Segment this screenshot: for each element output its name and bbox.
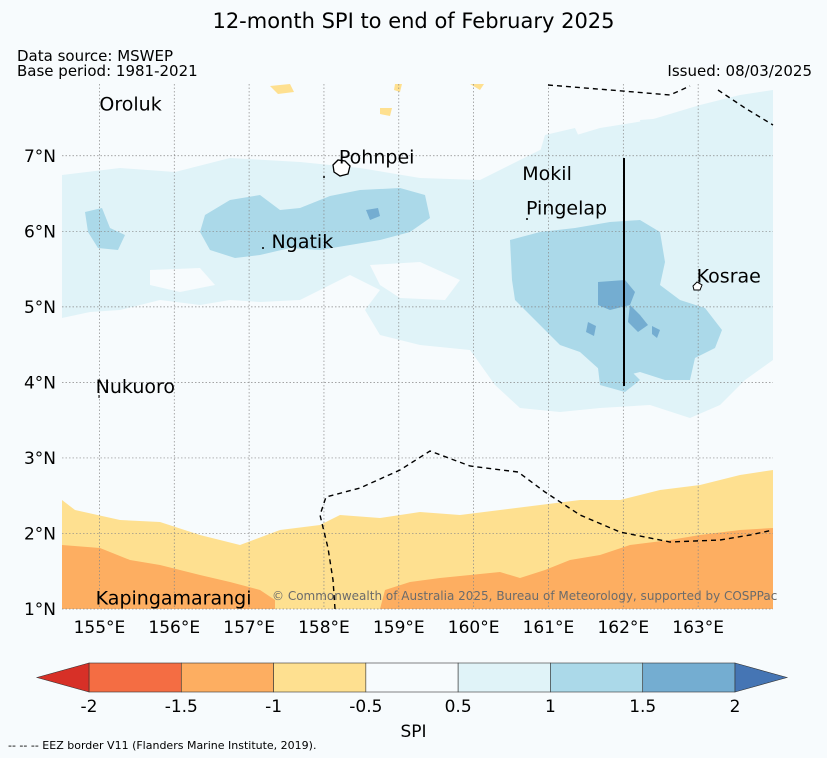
colorbar-tick-label: 0.5: [445, 697, 472, 717]
spi-drier-region: [380, 528, 773, 609]
colorbar-swatch: [642, 662, 736, 693]
issued-date: Issued: 08/03/2025: [667, 62, 812, 80]
spi-wetter-region: [598, 365, 640, 392]
spi-wetter-region: [85, 208, 125, 250]
place-label: Ngatik: [272, 231, 334, 253]
x-tick-label: 159°E: [373, 618, 425, 638]
colorbar-swatch: [365, 662, 459, 693]
place-label: Pohnpei: [339, 146, 415, 168]
eez-border-north: [547, 84, 691, 96]
data-source: Data source: MSWEP: [17, 47, 174, 65]
x-tick-label: 156°E: [148, 618, 200, 638]
colorbar-swatch: [88, 662, 182, 693]
x-tick-label: 163°E: [672, 618, 724, 638]
y-tick-label: 6°N: [24, 222, 56, 242]
spi-field: [62, 84, 773, 609]
x-tick-label: 155°E: [74, 618, 126, 638]
place-label: Oroluk: [99, 93, 161, 115]
colorbar-low-extension: [35, 662, 90, 693]
pohnpei-island-outline: [332, 159, 351, 177]
colorbar-tick-label: -1: [265, 697, 282, 717]
spi-wetter-region: [200, 188, 430, 258]
spi-very-wet-region: [598, 280, 635, 310]
spi-near-normal-patch: [150, 268, 215, 292]
x-tick-labels: 155°E 156°E 157°E 158°E 159°E 160°E 161°E 162°E…: [74, 618, 724, 638]
spi-dry-patch: [380, 108, 392, 116]
colorbar-tick-label: 2: [730, 697, 741, 717]
spi-near-normal-patch: [370, 262, 460, 300]
eez-border-northeast: [717, 89, 774, 126]
colorbar-tick-label: -1.5: [165, 697, 198, 717]
colorbar-swatch: [180, 662, 274, 693]
y-tick-labels: 7°N 6°N 5°N 4°N 3°N 2°N 1°N: [24, 147, 56, 620]
x-tick-label: 157°E: [223, 618, 275, 638]
place-label: Kapingamarangi: [96, 587, 252, 609]
graticule: [62, 84, 773, 610]
spi-dry-patch: [270, 84, 294, 94]
place-label: Mokil: [522, 163, 572, 185]
kosrae-island-outline: [692, 281, 703, 291]
colorbar-tick-label: 1.5: [629, 697, 656, 717]
spi-wet-patch: [640, 118, 668, 142]
island-marker: [323, 176, 325, 178]
colorbar-swatch: [457, 662, 551, 693]
y-tick-label: 3°N: [24, 449, 56, 469]
map-title: 12-month SPI to end of February 2025: [212, 9, 615, 33]
y-tick-label: 1°N: [24, 600, 56, 620]
y-tick-label: 4°N: [24, 373, 56, 393]
island-marker: [526, 218, 528, 220]
place-label: Nukuoro: [96, 376, 175, 398]
x-tick-label: 162°E: [597, 618, 649, 638]
place-labels: Oroluk Pohnpei Mokil Pingelap Ngatik Kosrae Nu…: [96, 93, 761, 609]
colorbar-swatch: [550, 662, 644, 693]
spi-very-wet-region: [366, 208, 380, 220]
place-label: Kosrae: [697, 266, 761, 288]
spi-dry-patch: [394, 84, 402, 92]
colorbar-high-extension: [734, 662, 789, 693]
y-tick-label: 5°N: [24, 298, 56, 318]
colorbar-label: SPI: [400, 722, 427, 742]
y-tick-label: 2°N: [24, 524, 56, 544]
eez-borders: [319, 84, 774, 610]
colorbar-tick-label: -2: [81, 697, 98, 717]
spi-very-wet-region: [586, 322, 596, 336]
place-label: Pingelap: [526, 198, 607, 220]
base-period: Base period: 1981-2021: [17, 62, 198, 80]
y-tick-label: 7°N: [24, 147, 56, 167]
colorbar-tick-label: -0.5: [349, 697, 382, 717]
spi-very-wet-region: [652, 326, 660, 338]
eez-note: -- -- -- EEZ border V11 (Flanders Marine…: [8, 739, 317, 752]
x-tick-label: 160°E: [448, 618, 500, 638]
eez-border-south: [319, 450, 774, 610]
x-tick-label: 161°E: [523, 618, 575, 638]
x-tick-label: 158°E: [298, 618, 350, 638]
spi-very-wet-region: [628, 305, 648, 332]
island-marker: [262, 247, 264, 249]
colorbar-swatch: [273, 662, 367, 693]
copyright-credit: © Commonwealth of Australia 2025, Bureau…: [272, 589, 778, 603]
spi-wet-patch: [540, 128, 585, 160]
colorbar: -2 -1.5 -1 -0.5 0.5 1 1.5 2: [35, 662, 789, 717]
colorbar-tick-label: 1: [545, 697, 556, 717]
spi-drier-region: [62, 545, 275, 609]
